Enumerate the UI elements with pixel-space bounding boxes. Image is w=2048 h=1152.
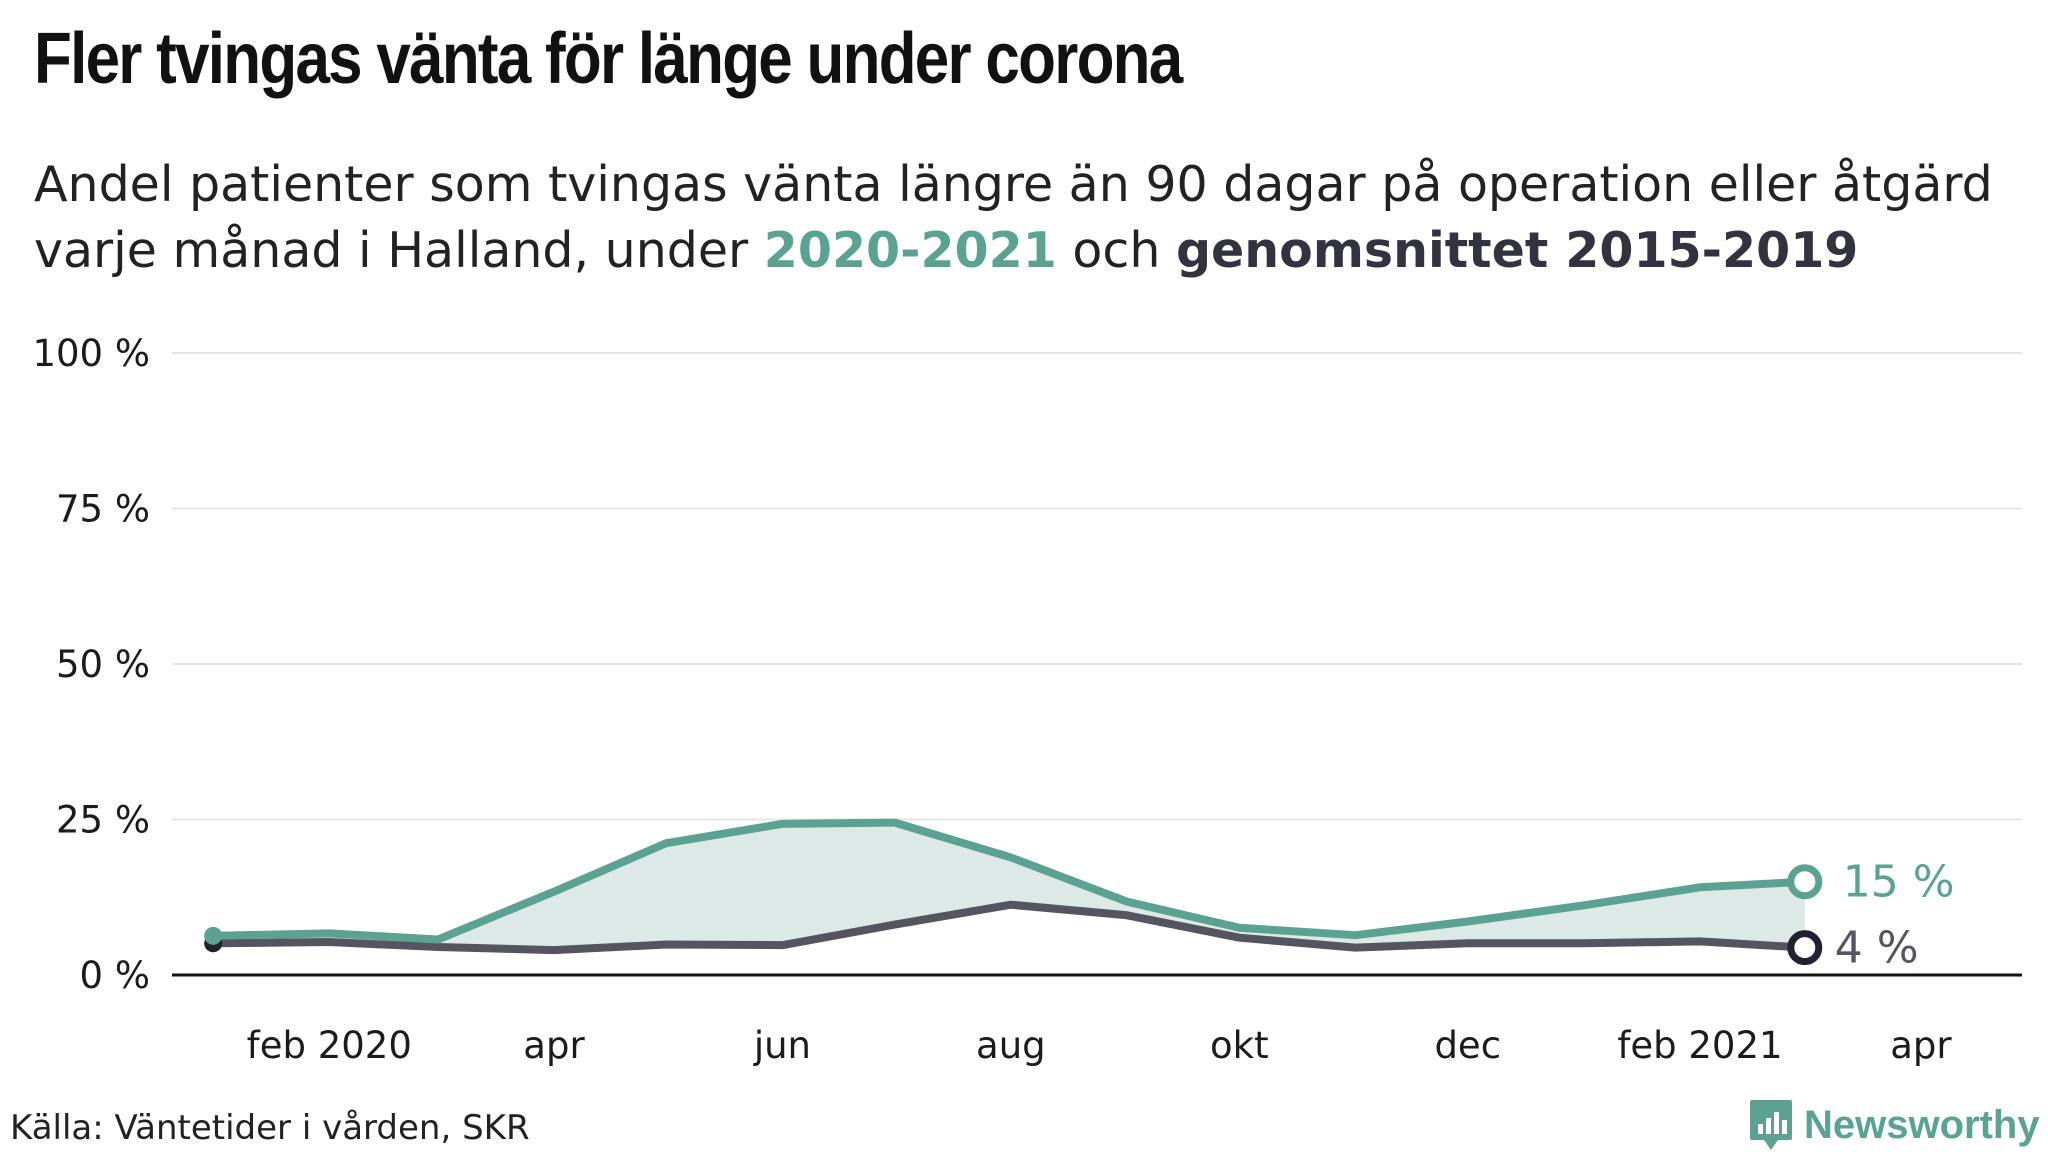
y-tick-label: 50 % — [56, 643, 150, 686]
series-markers: 15 % 4 % — [204, 857, 1955, 974]
end-label-current: 15 % — [1843, 857, 1955, 908]
chart-subtitle: Andel patienter som tvingas vänta längre… — [34, 152, 2044, 284]
series-line-average — [209, 900, 1809, 955]
y-axis-ticks: 0 % 25 % 50 % 75 % 100 % — [32, 332, 150, 997]
x-tick-label: okt — [1210, 1024, 1269, 1067]
source-note: Källa: Väntetider i vården, SKR — [10, 1108, 530, 1148]
difference-area-fill — [213, 822, 1805, 951]
end-label-average: 4 % — [1835, 923, 1919, 974]
y-tick-label: 0 % — [80, 954, 150, 997]
x-tick-label: aug — [976, 1024, 1046, 1067]
start-point-current — [204, 926, 223, 945]
y-tick-label: 25 % — [56, 799, 150, 842]
x-tick-label: dec — [1434, 1024, 1501, 1067]
brand-logo: Newsworthy — [1748, 1098, 2040, 1152]
end-point-average — [1787, 930, 1823, 966]
end-point-current — [1787, 864, 1823, 900]
subtitle-highlight-current: 2020-2021 — [763, 222, 1057, 279]
chart-title: Fler tvingas vänta för länge under coron… — [34, 19, 1183, 99]
x-tick-label: feb 2020 — [247, 1024, 412, 1067]
subtitle-connector: och — [1056, 222, 1176, 279]
y-tick-label: 100 % — [32, 332, 150, 375]
brand-name: Newsworthy — [1804, 1102, 2040, 1147]
line-chart: 0 % 25 % 50 % 75 % 100 % feb 2020 apr jun aug ok… — [32, 332, 2022, 1067]
x-tick-label: jun — [753, 1024, 811, 1067]
series-lines — [209, 818, 1809, 955]
x-tick-label: apr — [523, 1024, 585, 1067]
series-line-current — [209, 818, 1809, 944]
x-tick-label: feb 2021 — [1617, 1024, 1782, 1067]
grid-lines — [172, 352, 2022, 821]
subtitle-highlight-average: genomsnittet 2015-2019 — [1175, 222, 1859, 279]
x-axis-ticks: feb 2020 apr jun aug okt dec feb 2021 apr — [247, 1024, 1953, 1067]
y-tick-label: 75 % — [56, 488, 150, 531]
newsworthy-logo-icon — [1750, 1100, 1792, 1150]
difference-area — [213, 822, 1805, 951]
x-tick-label: apr — [1890, 1024, 1952, 1067]
subtitle-text: Andel patienter som tvingas vänta längre… — [34, 156, 1993, 279]
